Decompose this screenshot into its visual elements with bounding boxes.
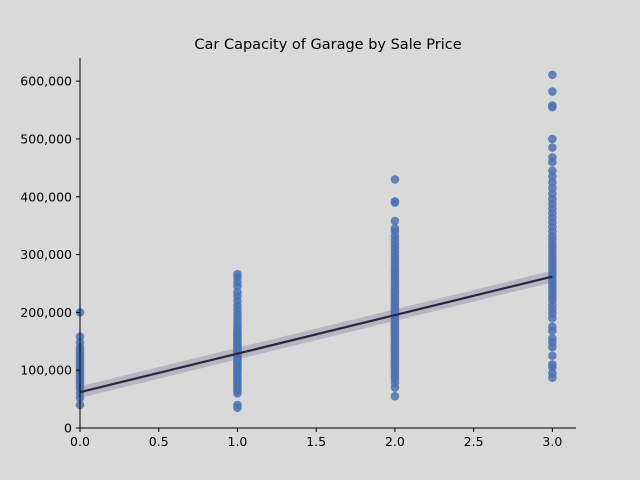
data-point bbox=[548, 322, 557, 332]
x-tick-label: 1.0 bbox=[228, 434, 248, 449]
scatter-points bbox=[75, 70, 557, 413]
x-tick-label: 3.0 bbox=[542, 434, 562, 449]
data-point bbox=[548, 360, 557, 369]
y-tick-label: 600,000 bbox=[20, 74, 72, 89]
data-point bbox=[548, 166, 557, 176]
x-tick-label: 2.0 bbox=[385, 434, 405, 449]
data-point bbox=[548, 334, 557, 343]
regression-line-layer bbox=[79, 275, 553, 394]
x-tick-label: 0.0 bbox=[70, 434, 90, 449]
data-point bbox=[548, 87, 557, 96]
x-tick-label: 2.5 bbox=[464, 434, 484, 449]
y-tick-label: 300,000 bbox=[20, 247, 72, 262]
data-point bbox=[390, 224, 400, 233]
data-point bbox=[233, 269, 242, 279]
y-tick-label: 400,000 bbox=[20, 189, 72, 204]
data-point bbox=[390, 216, 400, 226]
regression-line bbox=[79, 275, 553, 394]
data-point bbox=[548, 70, 557, 80]
data-point bbox=[548, 101, 557, 110]
y-tick-label: 0 bbox=[64, 421, 72, 436]
data-point bbox=[390, 197, 400, 206]
data-point bbox=[390, 391, 400, 401]
y-axis-ticks: 0 100,000 200,000 300,000 400,000 500,000 600,… bbox=[20, 74, 80, 436]
data-point bbox=[548, 143, 557, 152]
x-tick-label: 0.5 bbox=[149, 434, 169, 449]
data-point bbox=[548, 134, 557, 144]
y-tick-label: 500,000 bbox=[20, 131, 72, 146]
data-point bbox=[548, 153, 557, 162]
data-point bbox=[233, 400, 242, 410]
data-point bbox=[548, 351, 557, 361]
y-tick-label: 100,000 bbox=[20, 363, 72, 378]
y-tick-label: 200,000 bbox=[20, 305, 72, 320]
x-tick-label: 1.5 bbox=[306, 434, 326, 449]
data-point bbox=[390, 175, 400, 184]
x-axis-ticks: 0.0 0.5 1.0 1.5 2.0 2.5 3.0 bbox=[70, 428, 562, 449]
chart-title: Car Capacity of Garage by Sale Price bbox=[194, 37, 461, 53]
